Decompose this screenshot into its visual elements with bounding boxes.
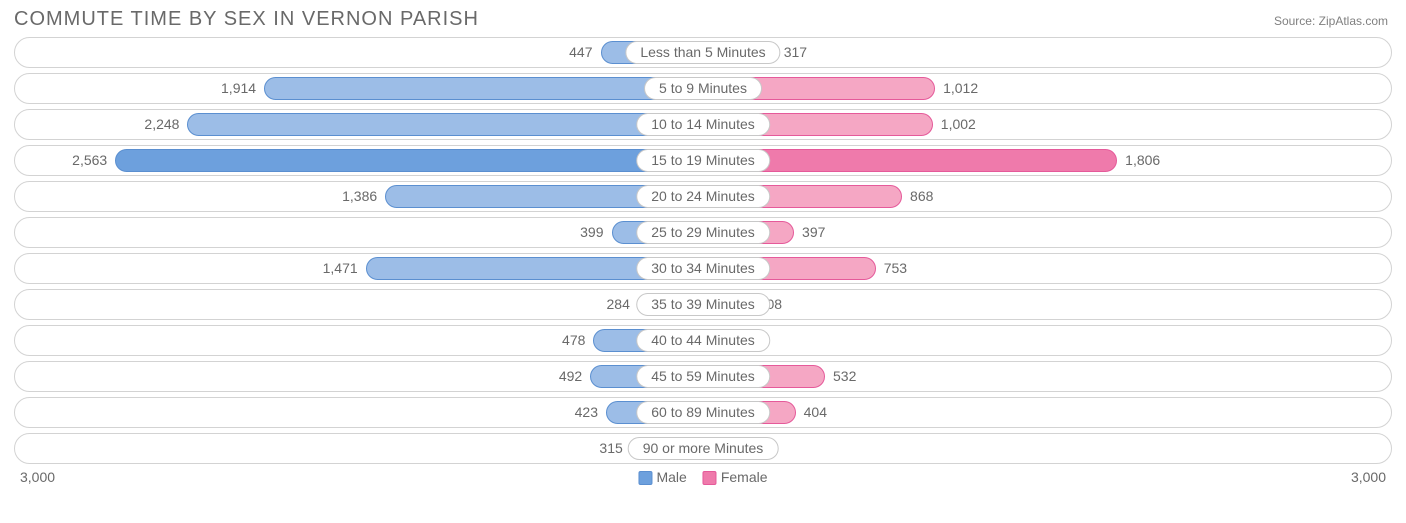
category-label: 25 to 29 Minutes [636, 221, 770, 244]
legend-swatch-male [638, 471, 652, 485]
category-label: 45 to 59 Minutes [636, 365, 770, 388]
legend-item-female: Female [703, 469, 768, 485]
chart-row: 399 397 25 to 29 Minutes [14, 217, 1392, 248]
male-value: 492 [559, 362, 582, 393]
category-label: 10 to 14 Minutes [636, 113, 770, 136]
male-value: 2,563 [72, 146, 107, 177]
male-value: 1,386 [342, 182, 377, 213]
category-label: 35 to 39 Minutes [636, 293, 770, 316]
category-label: 90 or more Minutes [628, 437, 779, 460]
male-value: 399 [580, 218, 603, 249]
male-value: 423 [575, 398, 598, 429]
female-value: 404 [804, 398, 827, 429]
legend-label-male: Male [656, 469, 686, 485]
male-value: 1,914 [221, 74, 256, 105]
category-label: 5 to 9 Minutes [644, 77, 762, 100]
male-value: 2,248 [144, 110, 179, 141]
axis-row: 3,000 3,000 Male Female [14, 469, 1392, 491]
category-label: 15 to 19 Minutes [636, 149, 770, 172]
female-value: 317 [784, 38, 807, 69]
category-label: 60 to 89 Minutes [636, 401, 770, 424]
female-value: 1,806 [1125, 146, 1160, 177]
male-value: 1,471 [323, 254, 358, 285]
chart-row: 31512690 or more Minutes [14, 433, 1392, 464]
chart-row: 1,471 753 30 to 34 Minutes [14, 253, 1392, 284]
female-value: 868 [910, 182, 933, 213]
female-value: 397 [802, 218, 825, 249]
chart-row: 1,386 868 20 to 24 Minutes [14, 181, 1392, 212]
chart-row: 447 317Less than 5 Minutes [14, 37, 1392, 68]
chart-row: 28420835 to 39 Minutes [14, 289, 1392, 320]
chart-row: 1,914 1,012 5 to 9 Minutes [14, 73, 1392, 104]
source-label: Source: ZipAtlas.com [1274, 14, 1388, 28]
chart-row: 2,563 1,806 15 to 19 Minutes [14, 145, 1392, 176]
chart-row: 2,248 1,002 10 to 14 Minutes [14, 109, 1392, 140]
chart-row: 47814540 to 44 Minutes [14, 325, 1392, 356]
female-value: 1,002 [941, 110, 976, 141]
male-bar [264, 77, 703, 100]
male-value: 447 [569, 38, 592, 69]
category-label: 20 to 24 Minutes [636, 185, 770, 208]
female-value: 753 [884, 254, 907, 285]
male-bar [115, 149, 703, 172]
axis-right-label: 3,000 [1351, 469, 1386, 485]
male-value: 478 [562, 326, 585, 357]
female-value: 1,012 [943, 74, 978, 105]
axis-left-label: 3,000 [20, 469, 55, 485]
category-label: 40 to 44 Minutes [636, 329, 770, 352]
diverging-bar-chart: 447 317Less than 5 Minutes 1,914 1,012 5 to … [14, 37, 1392, 491]
chart-row: 492 532 45 to 59 Minutes [14, 361, 1392, 392]
male-value: 315 [599, 434, 622, 465]
category-label: Less than 5 Minutes [625, 41, 780, 64]
legend-label-female: Female [721, 469, 768, 485]
chart-row: 423 404 60 to 89 Minutes [14, 397, 1392, 428]
chart-title: COMMUTE TIME BY SEX IN VERNON PARISH [14, 8, 1392, 31]
legend: Male Female [638, 469, 767, 485]
legend-swatch-female [703, 471, 717, 485]
male-bar [187, 113, 703, 136]
male-value: 284 [607, 290, 630, 321]
female-value: 532 [833, 362, 856, 393]
category-label: 30 to 34 Minutes [636, 257, 770, 280]
legend-item-male: Male [638, 469, 686, 485]
